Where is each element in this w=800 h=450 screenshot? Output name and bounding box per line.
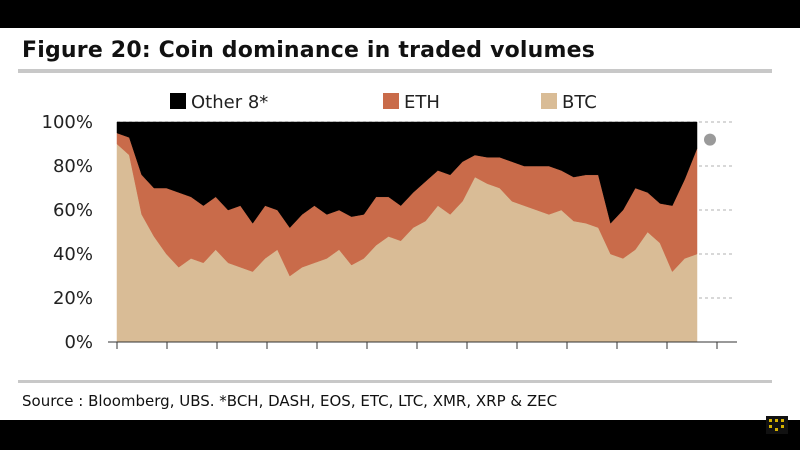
x-tick-label: 18 bbox=[229, 356, 252, 358]
y-tick-label: 20% bbox=[53, 288, 93, 309]
y-tick-label: 40% bbox=[53, 244, 93, 265]
source-note: Source : Bloomberg, UBS. *BCH, DASH, EOS… bbox=[22, 392, 558, 410]
legend-swatch bbox=[383, 93, 399, 109]
legend-swatch bbox=[541, 93, 557, 109]
source-divider bbox=[18, 380, 772, 383]
y-tick-label: 80% bbox=[53, 156, 93, 177]
y-tick-label: 0% bbox=[64, 332, 93, 353]
page-title: Figure 20: Coin dominance in traded volu… bbox=[22, 38, 596, 63]
legend-label: ETH bbox=[404, 92, 440, 113]
x-tick-label: 19 bbox=[352, 356, 375, 358]
title-divider bbox=[18, 69, 772, 73]
ubs-logo-icon bbox=[766, 416, 788, 434]
legend-label: BTC bbox=[562, 92, 597, 113]
legend-swatch bbox=[170, 93, 186, 109]
x-tick-label: 20 bbox=[475, 356, 498, 358]
end-marker bbox=[704, 133, 716, 146]
y-tick-label: 100% bbox=[42, 112, 93, 133]
y-tick-label: 60% bbox=[53, 200, 93, 221]
legend-label: Other 8* bbox=[191, 92, 268, 113]
dominance-chart: 0% 20% 40% 60% 80% 100% 17 18 19 20 21 Other 8* ETH B… bbox=[42, 92, 737, 358]
x-tick-label: 21 bbox=[598, 356, 621, 358]
x-tick-label: 17 bbox=[106, 356, 129, 358]
series-area-other-8 bbox=[116, 121, 698, 228]
